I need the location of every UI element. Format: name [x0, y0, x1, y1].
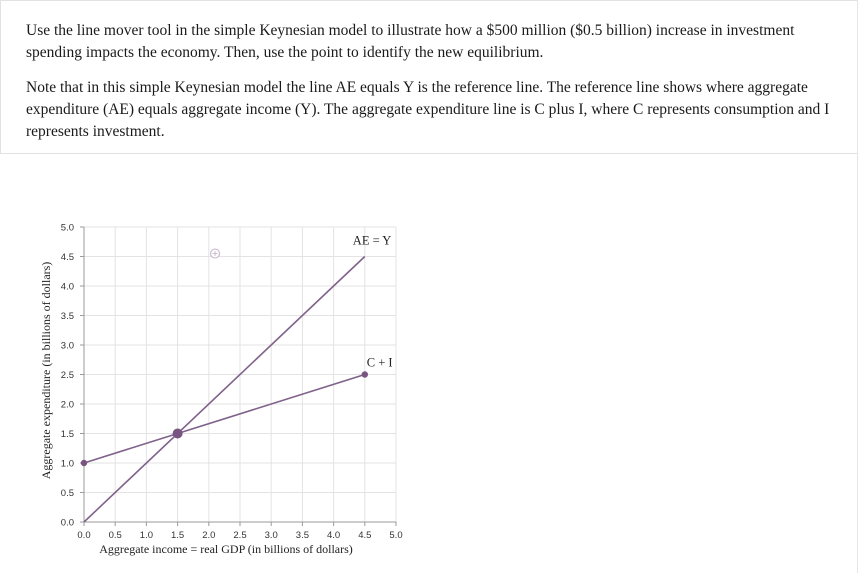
- label-c-plus-i: C + I: [367, 356, 393, 370]
- x-tick-label: 0.5: [109, 530, 122, 541]
- y-tick-label: 0.5: [61, 488, 74, 499]
- y-tick-label: 4.0: [61, 282, 74, 293]
- aggregate-expenditure-line[interactable]: [83, 373, 366, 464]
- label-ae-equals-y: AE = Y: [353, 234, 392, 248]
- x-tick-label: 4.5: [358, 530, 371, 541]
- x-tick-label: 4.0: [327, 530, 340, 541]
- x-tick-label: 1.5: [171, 530, 184, 541]
- x-tick-label: 3.0: [265, 530, 278, 541]
- x-tick-label: 0.0: [77, 530, 90, 541]
- y-tick-label: 3.5: [61, 311, 74, 322]
- y-tick-label: 2.5: [61, 370, 74, 381]
- y-tick-label: 0.0: [61, 518, 74, 529]
- x-tick-label: 2.0: [202, 530, 215, 541]
- instruction-paragraph-1: Use the line mover tool in the simple Ke…: [26, 22, 795, 61]
- y-tick-label: 1.5: [61, 429, 74, 440]
- x-tick-label: 2.5: [233, 530, 246, 541]
- line-handle-start[interactable]: [80, 459, 88, 467]
- y-tick-label: 3.0: [61, 341, 74, 352]
- reference-line-ae-y[interactable]: [83, 255, 366, 523]
- x-tick-label: 1.0: [140, 530, 153, 541]
- y-tick-label: 5.0: [61, 223, 74, 234]
- graph-area[interactable]: 0.0 0.5 1.0 1.5 2.0 2.5 3.0 3.5 4.0 4.5 5.0 0.0 0.5 1…: [0, 215, 858, 573]
- line-handle-end[interactable]: [361, 371, 368, 378]
- y-tick-label: 4.5: [61, 252, 74, 263]
- x-tick-label: 5.0: [389, 530, 402, 541]
- y-tick-label: 1.0: [61, 459, 74, 470]
- x-tick-label: 3.5: [296, 530, 309, 541]
- equilibrium-point[interactable]: [172, 428, 183, 439]
- y-axis-title: Aggregate expenditure (in billions of do…: [39, 262, 53, 480]
- instruction-paragraph-2: Note that in this simple Keynesian model…: [26, 79, 830, 140]
- keynesian-chart[interactable]: 0.0 0.5 1.0 1.5 2.0 2.5 3.0 3.5 4.0 4.5 5.0 0.0 0.5 1…: [0, 215, 858, 573]
- question-card: Use the line mover tool in the simple Ke…: [0, 0, 857, 154]
- x-axis-title: Aggregate income = real GDP (in billions…: [99, 542, 353, 556]
- y-tick-label: 2.0: [61, 400, 74, 411]
